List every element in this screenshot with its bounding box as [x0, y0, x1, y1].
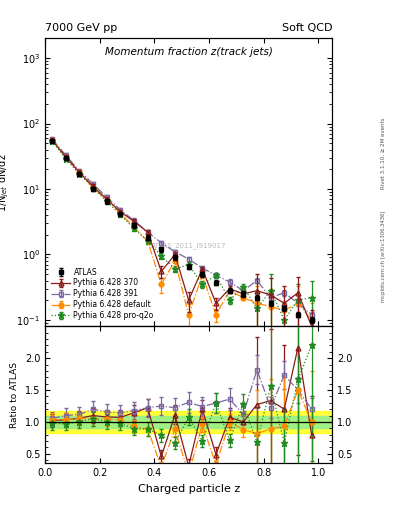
- Y-axis label: 1/N$_{jet}$ dN/dz: 1/N$_{jet}$ dN/dz: [0, 153, 11, 211]
- X-axis label: Charged particle z: Charged particle z: [138, 484, 240, 494]
- Y-axis label: Ratio to ATLAS: Ratio to ATLAS: [10, 362, 19, 428]
- Text: Rivet 3.1.10, ≥ 2M events: Rivet 3.1.10, ≥ 2M events: [381, 118, 386, 189]
- Text: ATLAS_2011_I919017: ATLAS_2011_I919017: [151, 242, 226, 248]
- Text: Momentum fraction z(track jets): Momentum fraction z(track jets): [105, 47, 273, 57]
- Legend: ATLAS, Pythia 6.428 370, Pythia 6.428 391, Pythia 6.428 default, Pythia 6.428 pr: ATLAS, Pythia 6.428 370, Pythia 6.428 39…: [49, 265, 156, 323]
- Text: Soft QCD: Soft QCD: [282, 23, 332, 33]
- Text: mcplots.cern.ch [arXiv:1306.3436]: mcplots.cern.ch [arXiv:1306.3436]: [381, 210, 386, 302]
- Text: 7000 GeV pp: 7000 GeV pp: [45, 23, 118, 33]
